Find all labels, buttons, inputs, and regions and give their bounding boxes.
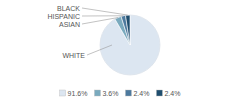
legend-label: 2.4% [164,90,180,97]
slice-label: ASIAN [59,21,80,28]
pie-slice [100,15,160,75]
pie-slice [125,15,130,45]
pie [100,15,160,75]
legend-swatch [156,90,162,96]
legend-label: 3.6% [102,90,118,97]
legend-swatch [94,90,100,96]
legend: 91.6% 3.6% 2.4% 2.4% [60,90,181,97]
slice-label: WHITE [62,52,85,59]
chart: WHITE ASIANHISPANICBLACK 91.6% 3.6% 2.4% 2.4% [0,0,240,100]
pie-outline [100,15,160,75]
legend-swatch [125,90,131,96]
legend-label: 91.6% [68,90,88,97]
leader-line [82,18,118,24]
leader-line [82,8,128,15]
labels: WHITE ASIANHISPANICBLACK [47,5,127,59]
slice-label: HISPANIC [47,13,80,20]
leader-line [87,45,112,55]
slice-label: BLACK [57,5,80,12]
leader-line [82,15,123,16]
legend-swatch [60,90,66,96]
pie-slice [121,15,130,45]
legend-label: 2.4% [133,90,149,97]
